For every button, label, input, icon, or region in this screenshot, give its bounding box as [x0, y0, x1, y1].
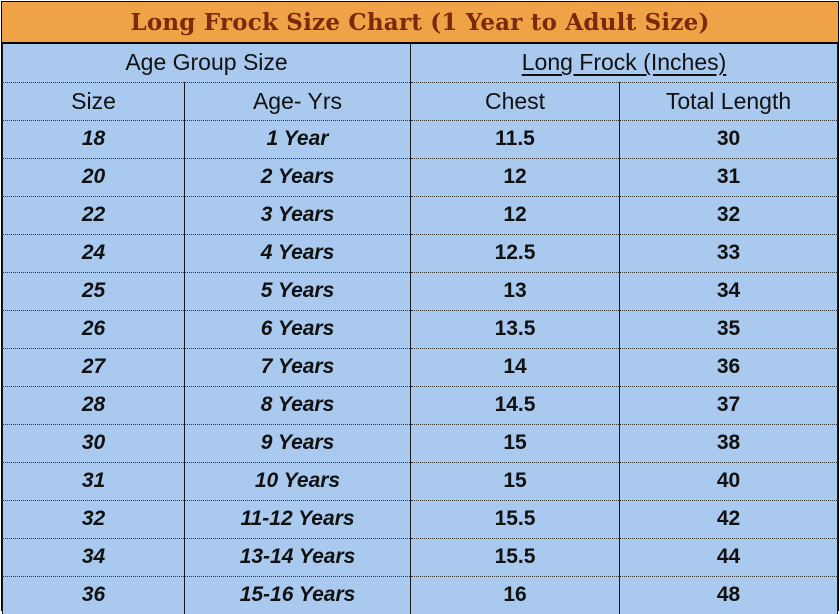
chest-cell: 14 — [410, 348, 620, 387]
length-cell: 35 — [619, 310, 838, 349]
chest-cell: 16 — [410, 576, 620, 614]
size-cell: 25 — [2, 272, 185, 311]
size-cell: 26 — [2, 310, 185, 349]
group-header-row: Age Group Size Long Frock (Inches) — [2, 44, 838, 83]
chart-title: Long Frock Size Chart (1 Year to Adult S… — [2, 2, 838, 44]
column-header-size: Size — [2, 82, 185, 121]
size-cell: 27 — [2, 348, 185, 387]
column-header-age: Age- Yrs — [184, 82, 411, 121]
age-cell: 11-12 Years — [184, 500, 411, 539]
chest-cell: 14.5 — [410, 386, 620, 425]
chest-cell: 15.5 — [410, 500, 620, 539]
chest-cell: 15 — [410, 462, 620, 501]
age-cell: 5 Years — [184, 272, 411, 311]
size-cell: 30 — [2, 424, 185, 463]
length-cell: 48 — [619, 576, 838, 614]
length-cell: 36 — [619, 348, 838, 387]
table-row: 34 13-14 Years 15.5 44 — [2, 538, 838, 577]
length-cell: 33 — [619, 234, 838, 273]
chest-cell: 12 — [410, 158, 620, 197]
length-cell: 30 — [619, 120, 838, 159]
table-row: 18 1 Year 11.5 30 — [2, 120, 838, 159]
size-cell: 32 — [2, 500, 185, 539]
length-cell: 40 — [619, 462, 838, 501]
column-header-row: Size Age- Yrs Chest Total Length — [2, 82, 838, 121]
age-cell: 8 Years — [184, 386, 411, 425]
size-cell: 28 — [2, 386, 185, 425]
chest-cell: 12.5 — [410, 234, 620, 273]
age-cell: 10 Years — [184, 462, 411, 501]
age-cell: 3 Years — [184, 196, 411, 235]
size-cell: 22 — [2, 196, 185, 235]
table-row: 25 5 Years 13 34 — [2, 272, 838, 311]
age-cell: 2 Years — [184, 158, 411, 197]
table-row: 20 2 Years 12 31 — [2, 158, 838, 197]
chest-cell: 13.5 — [410, 310, 620, 349]
chest-cell: 13 — [410, 272, 620, 311]
age-cell: 7 Years — [184, 348, 411, 387]
size-cell: 18 — [2, 120, 185, 159]
chest-cell: 12 — [410, 196, 620, 235]
length-cell: 37 — [619, 386, 838, 425]
age-cell: 15-16 Years — [184, 576, 411, 614]
age-cell: 13-14 Years — [184, 538, 411, 577]
table-row: 28 8 Years 14.5 37 — [2, 386, 838, 425]
table-row: 26 6 Years 13.5 35 — [2, 310, 838, 349]
size-cell: 24 — [2, 234, 185, 273]
length-cell: 44 — [619, 538, 838, 577]
age-cell: 4 Years — [184, 234, 411, 273]
group-header-frock: Long Frock (Inches) — [410, 44, 838, 83]
chest-cell: 11.5 — [410, 120, 620, 159]
table-row: 22 3 Years 12 32 — [2, 196, 838, 235]
size-cell: 20 — [2, 158, 185, 197]
table-body: 18 1 Year 11.5 30 20 2 Years 12 31 22 3 Years 12 32… — [2, 120, 838, 614]
table-row: 24 4 Years 12.5 33 — [2, 234, 838, 273]
length-cell: 31 — [619, 158, 838, 197]
length-cell: 32 — [619, 196, 838, 235]
size-cell: 31 — [2, 462, 185, 501]
length-cell: 38 — [619, 424, 838, 463]
size-table: Age Group Size Long Frock (Inches) Size … — [2, 44, 838, 614]
table-row: 27 7 Years 14 36 — [2, 348, 838, 387]
length-cell: 34 — [619, 272, 838, 311]
age-cell: 6 Years — [184, 310, 411, 349]
size-cell: 36 — [2, 576, 185, 614]
length-cell: 42 — [619, 500, 838, 539]
age-cell: 9 Years — [184, 424, 411, 463]
size-cell: 34 — [2, 538, 185, 577]
column-header-length: Total Length — [619, 82, 838, 121]
group-header-age: Age Group Size — [2, 44, 411, 83]
column-header-chest: Chest — [410, 82, 620, 121]
chest-cell: 15 — [410, 424, 620, 463]
table-row: 30 9 Years 15 38 — [2, 424, 838, 463]
table-row: 32 11-12 Years 15.5 42 — [2, 500, 838, 539]
table-row: 31 10 Years 15 40 — [2, 462, 838, 501]
table-row: 36 15-16 Years 16 48 — [2, 576, 838, 614]
chest-cell: 15.5 — [410, 538, 620, 577]
age-cell: 1 Year — [184, 120, 411, 159]
